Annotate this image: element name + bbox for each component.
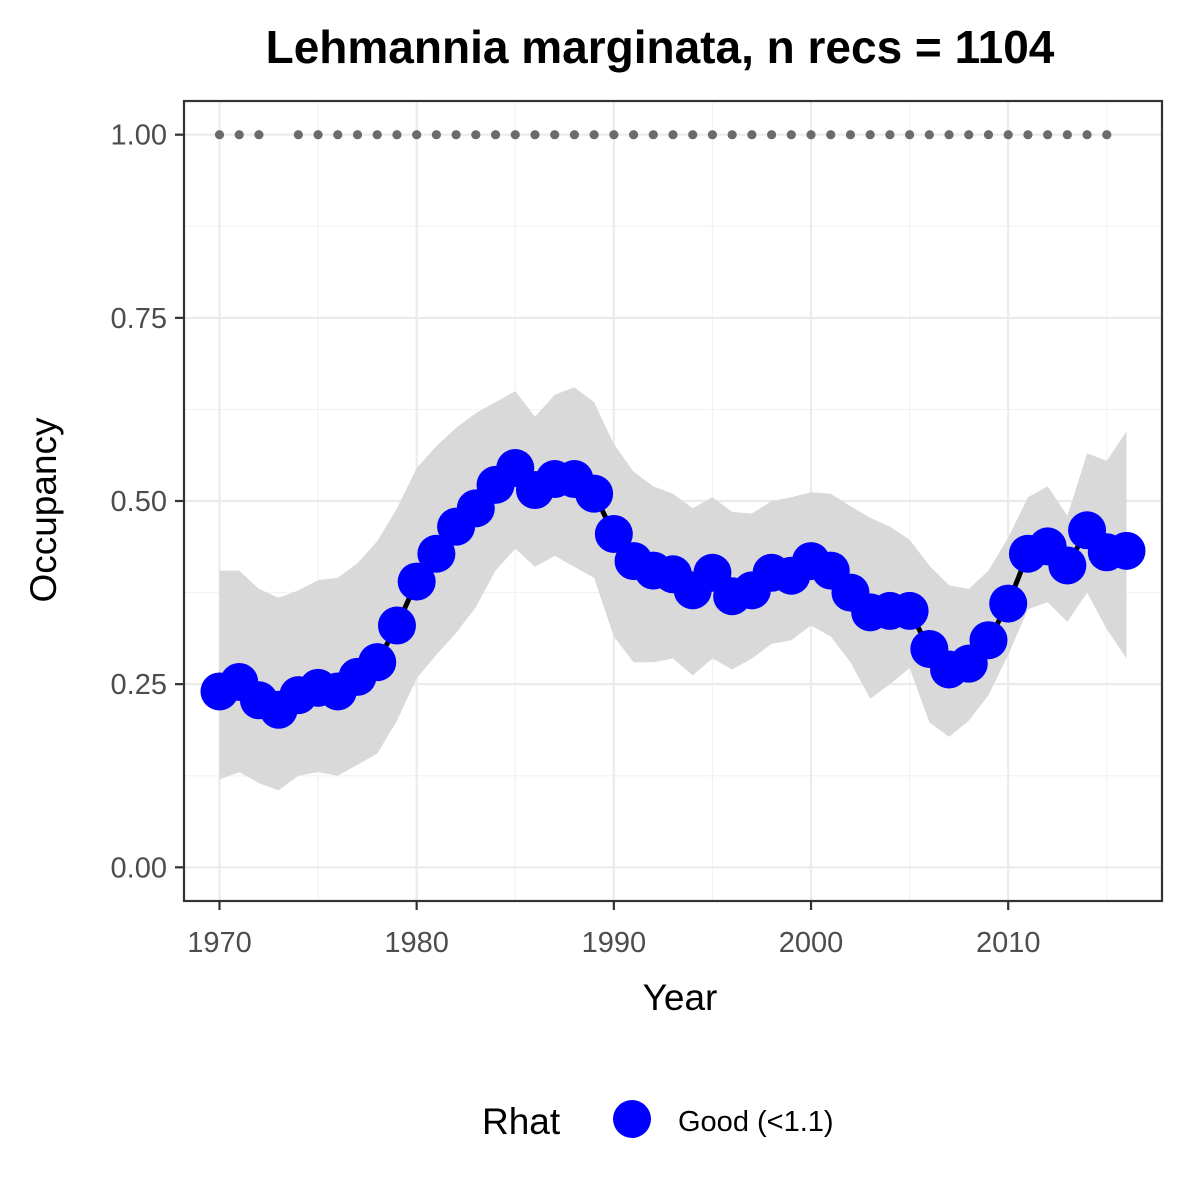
record-dot (747, 130, 757, 140)
occupancy-point (358, 643, 397, 682)
occupancy-point (377, 606, 416, 645)
record-dot (431, 130, 441, 140)
record-dot (648, 130, 658, 140)
record-dot (668, 130, 678, 140)
occupancy-point (417, 534, 456, 573)
occupancy-point (969, 621, 1008, 660)
record-dot (352, 130, 363, 140)
legend-key-good (613, 1100, 651, 1138)
chart-title: Lehmannia marginata, n recs = 1104 (266, 21, 1055, 73)
record-dot (412, 130, 422, 140)
occupancy-point (575, 474, 614, 513)
record-dot (826, 130, 836, 140)
occupancy-point (594, 514, 633, 553)
record-dot (254, 130, 264, 140)
occupancy-point (1107, 531, 1146, 570)
y-axis: 0.00 0.25 0.50 0.75 1.00 (111, 120, 184, 884)
record-dot (392, 130, 402, 140)
y-tick-label: 0.50 (111, 486, 167, 518)
record-dot (845, 130, 856, 140)
x-axis: 1970 1980 1990 2000 2010 (187, 901, 1040, 959)
y-tick-label: 0.00 (111, 852, 167, 884)
record-dot (905, 130, 915, 140)
record-dot (293, 130, 303, 140)
record-dot (1062, 130, 1072, 140)
x-tick-label: 2000 (779, 927, 844, 959)
plot-panel (182, 99, 1164, 903)
record-dot (628, 130, 639, 140)
y-tick-label: 0.25 (111, 669, 167, 701)
record-dots (214, 130, 1112, 140)
x-tick-label: 2010 (976, 927, 1041, 959)
record-dot (313, 130, 323, 140)
record-dot (1082, 130, 1092, 140)
x-tick-label: 1990 (582, 927, 647, 959)
occupancy-point (397, 562, 436, 601)
record-dot (944, 130, 954, 140)
x-tick-label: 1970 (187, 927, 252, 959)
record-dot (451, 130, 461, 140)
occupancy-point (1048, 546, 1087, 585)
record-dot (983, 130, 994, 140)
record-dot (510, 130, 520, 140)
record-dot (490, 130, 501, 140)
legend-label-good: Good (<1.1) (678, 1106, 834, 1138)
occupancy-point (989, 584, 1028, 623)
record-dot (550, 130, 560, 140)
occupancy-points (200, 449, 1146, 729)
record-dot (569, 130, 580, 140)
x-tick-label: 1980 (384, 927, 449, 959)
record-dot (372, 130, 382, 140)
y-tick-label: 1.00 (111, 120, 167, 152)
occupancy-point (890, 591, 929, 630)
record-dot (471, 130, 481, 140)
record-dot (1023, 130, 1033, 140)
y-tick-label: 0.75 (111, 303, 167, 335)
record-dot (707, 130, 718, 140)
record-dot (924, 130, 934, 140)
record-dot (688, 130, 698, 140)
record-dot (1003, 130, 1013, 140)
record-dot (766, 130, 777, 140)
record-dot (806, 130, 816, 140)
record-dot (333, 130, 343, 140)
record-dot (786, 130, 796, 140)
legend: Rhat Good (<1.1) (482, 1100, 834, 1142)
record-dot (865, 130, 875, 140)
record-dot (234, 130, 244, 140)
record-dot (964, 130, 974, 140)
record-dot (1102, 130, 1112, 140)
record-dot (530, 130, 540, 140)
record-dot (214, 130, 225, 140)
record-dot (885, 130, 895, 140)
record-dot (589, 130, 599, 140)
x-axis-title: Year (643, 977, 718, 1018)
record-dot (1043, 130, 1053, 140)
y-axis-title: Occupancy (23, 417, 64, 603)
legend-title: Rhat (482, 1101, 561, 1142)
record-dot (727, 130, 737, 140)
record-dot (609, 130, 619, 140)
